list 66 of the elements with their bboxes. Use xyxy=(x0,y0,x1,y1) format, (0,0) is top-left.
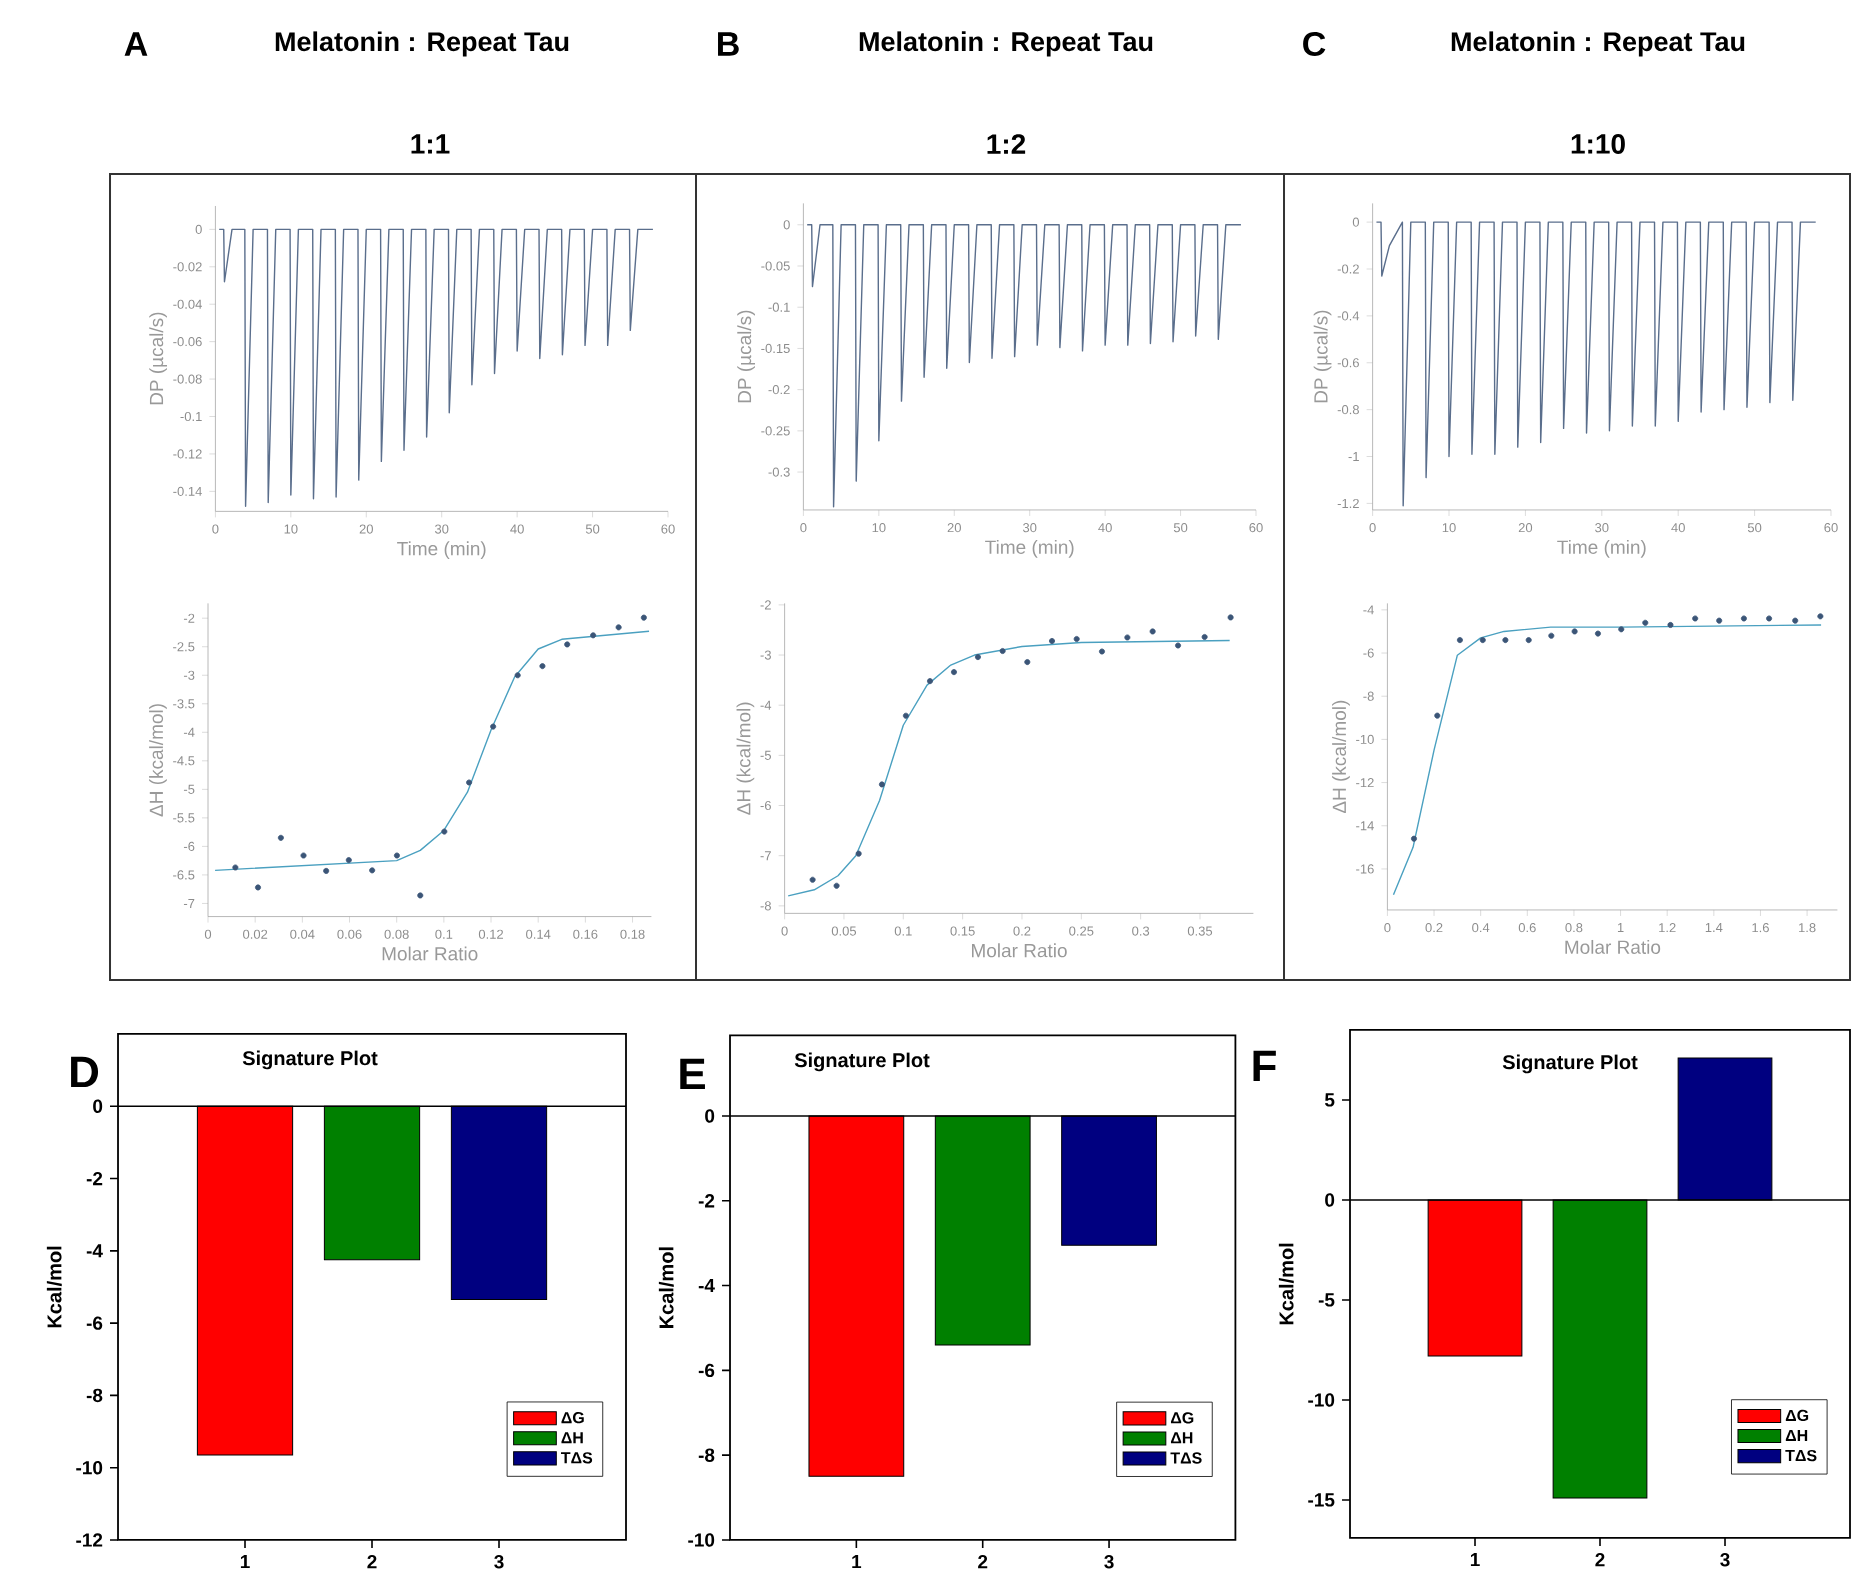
legend-label: TΔS xyxy=(560,1452,593,1464)
x-tick-label: 1 xyxy=(240,1555,250,1569)
legend-label: ΔH xyxy=(1785,1429,1808,1441)
y-tick-label: -10 xyxy=(1308,1393,1335,1407)
y-tick-label: 0 xyxy=(1325,1193,1335,1207)
chart-subtitle: 1:2 xyxy=(987,134,1026,154)
legend-label: ΔG xyxy=(1785,1409,1809,1422)
y-tick-label: -8 xyxy=(86,1388,103,1403)
y-tick-label: -10 xyxy=(76,1460,103,1475)
text: C xyxy=(1303,31,1326,57)
y-tick-label: -5 xyxy=(1318,1293,1335,1307)
x-axis-title: Time (min) xyxy=(397,541,486,560)
x-tick-label: 1 xyxy=(852,1555,862,1569)
x-axis-title: Time (min) xyxy=(1557,539,1646,558)
legend-label: ΔG xyxy=(561,1411,584,1424)
text: Signature Plot xyxy=(794,1052,930,1072)
x-tick-label: 1 xyxy=(1470,1553,1480,1567)
y-axis-title: ΔH (kcal/mol) xyxy=(736,702,755,815)
y-axis-title: ΔH (kcal/mol) xyxy=(149,704,167,817)
y-tick-label: -15 xyxy=(1308,1493,1335,1507)
y-tick-label: -2 xyxy=(86,1171,103,1186)
y-axis-title: Kcal/mol xyxy=(46,1246,62,1328)
y-tick-label: -4 xyxy=(86,1244,103,1258)
text: D xyxy=(71,1056,99,1088)
y-tick-label: -10 xyxy=(688,1533,715,1547)
text: B xyxy=(718,32,739,56)
y-tick-label: -6 xyxy=(86,1316,103,1330)
legend-label: ΔH xyxy=(561,1432,583,1444)
y-tick-label: 0 xyxy=(93,1099,103,1113)
y-tick-label: -8 xyxy=(698,1448,715,1462)
x-tick-label: 3 xyxy=(1720,1553,1730,1567)
chart-subtitle: 1:1 xyxy=(411,134,450,154)
x-axis-title: Molar Ratio xyxy=(1565,939,1661,954)
x-axis-title: Molar Ratio xyxy=(382,946,478,961)
y-tick-label: -2 xyxy=(698,1194,715,1208)
chart-title: Melatonin : Repeat Tau xyxy=(1451,31,1745,57)
text: A xyxy=(124,32,148,56)
x-tick-label: 2 xyxy=(367,1555,377,1569)
y-axis-title: Kcal/mol xyxy=(1278,1243,1294,1325)
y-tick-label: 0 xyxy=(705,1109,715,1123)
y-axis-title: Kcal/mol xyxy=(658,1247,674,1328)
x-tick-label: 3 xyxy=(1104,1555,1114,1569)
legend-label: ΔG xyxy=(1170,1412,1194,1424)
x-tick-label: 3 xyxy=(494,1555,504,1569)
x-axis-title: Molar Ratio xyxy=(972,943,1067,958)
text: Signature Plot xyxy=(242,1050,378,1070)
y-axis-title: DP (µcal/s) xyxy=(1313,310,1332,403)
y-tick-label: -6 xyxy=(698,1363,715,1378)
y-tick-label: -4 xyxy=(698,1279,715,1293)
chart-title: Melatonin : Repeat Tau xyxy=(275,31,569,57)
y-axis-title: DP (µcal/s) xyxy=(737,310,755,403)
text: Signature Plot xyxy=(1502,1054,1638,1074)
legend-label: TΔS xyxy=(1785,1449,1817,1462)
x-tick-label: 2 xyxy=(1595,1553,1605,1567)
chart-subtitle: 1:10 xyxy=(1571,134,1625,154)
legend-label: TΔS xyxy=(1170,1452,1202,1464)
legend-label: ΔH xyxy=(1170,1432,1193,1444)
y-tick-label: 5 xyxy=(1324,1093,1335,1107)
text: F xyxy=(1253,1050,1276,1082)
y-axis-title: DP (µcal/s) xyxy=(149,312,167,405)
y-axis-title: ΔH (kcal/mol) xyxy=(1332,700,1350,814)
y-tick-label: -12 xyxy=(76,1533,103,1547)
x-axis-title: Time (min) xyxy=(985,539,1074,558)
x-tick-label: 2 xyxy=(978,1555,988,1569)
chart-title: Melatonin : Repeat Tau xyxy=(859,31,1153,57)
text: E xyxy=(680,1058,705,1090)
